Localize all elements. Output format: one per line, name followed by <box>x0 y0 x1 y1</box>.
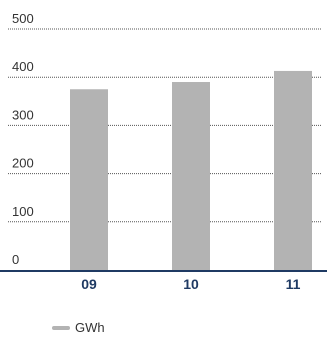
legend: GWh <box>52 320 105 335</box>
y-tick-label: 300 <box>12 107 34 122</box>
y-tick-label: 0 <box>12 252 19 267</box>
bar-11 <box>274 70 312 271</box>
y-tick-label: 100 <box>12 204 34 219</box>
x-tick-label: 10 <box>183 276 199 292</box>
y-tick-label: 400 <box>12 59 34 74</box>
x-axis-category-labels: 09 10 11 <box>81 276 300 292</box>
legend-swatch <box>52 326 70 330</box>
y-tick-label: 500 <box>12 11 34 26</box>
y-tick-label: 200 <box>12 156 34 171</box>
x-tick-label: 11 <box>286 276 301 292</box>
x-tick-label: 09 <box>81 276 97 292</box>
gridlines <box>8 28 322 223</box>
bars <box>70 70 312 271</box>
bar-09 <box>70 89 108 270</box>
legend-label: GWh <box>75 320 105 335</box>
y-axis-tick-labels: 0 100 200 300 400 500 <box>12 11 34 267</box>
bar-10 <box>172 82 210 271</box>
